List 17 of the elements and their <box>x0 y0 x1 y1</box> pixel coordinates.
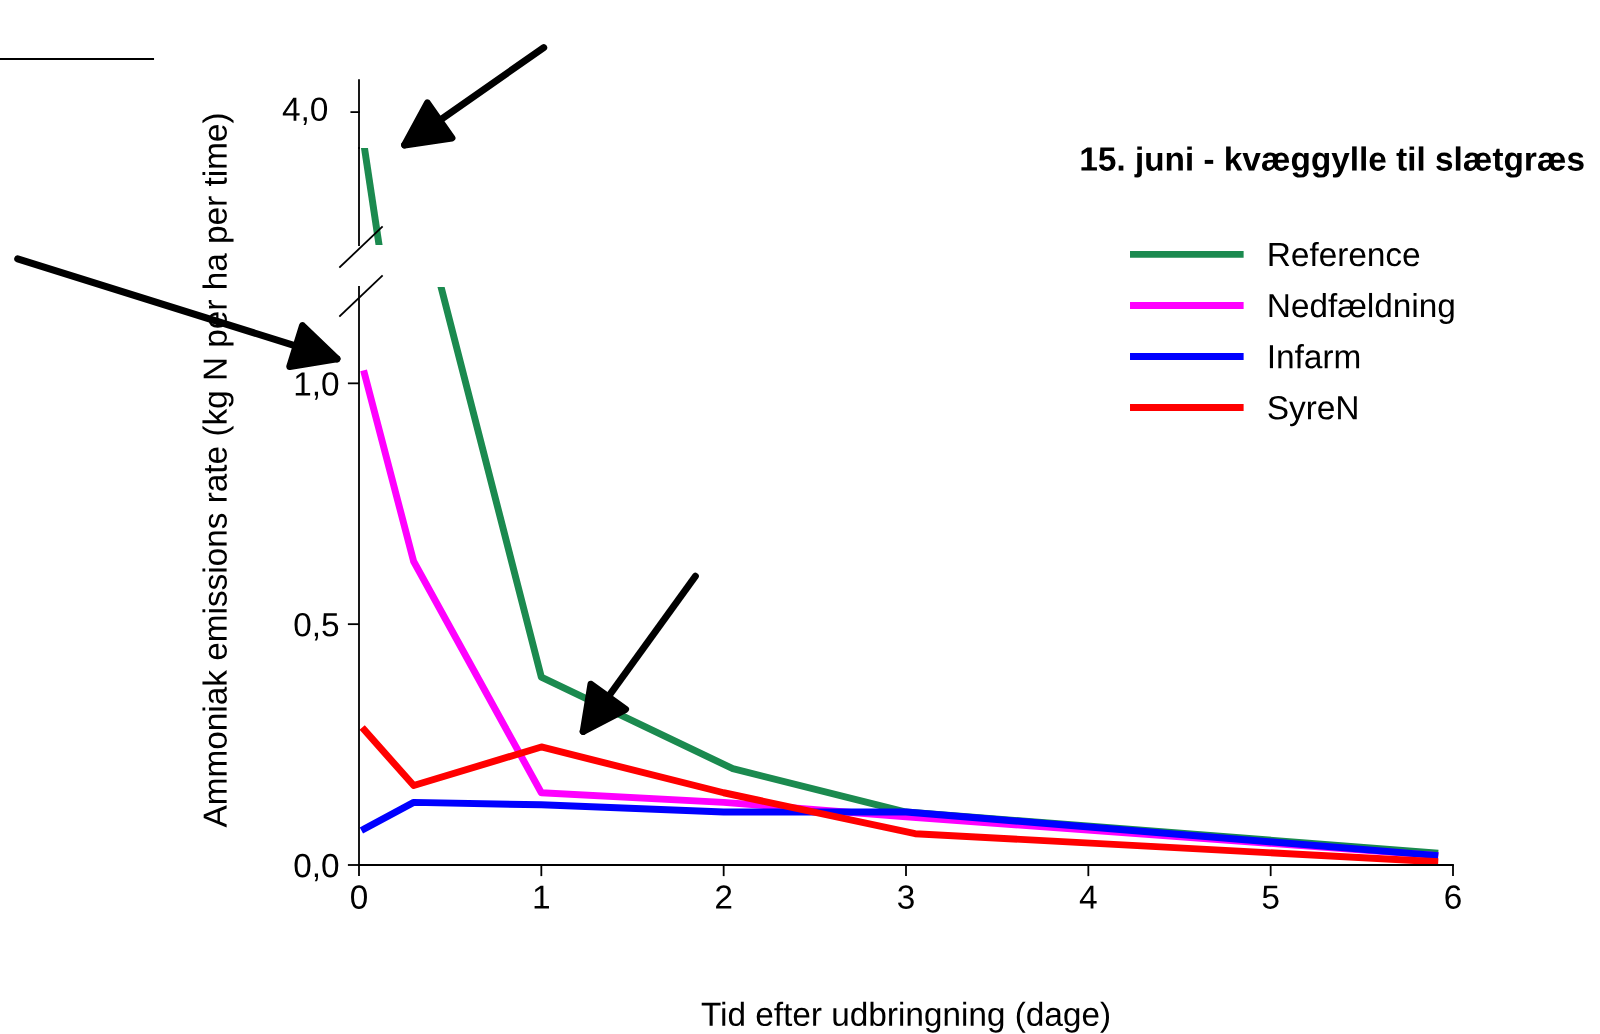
x-axis-title: Tid efter udbringning (dage) <box>701 1001 1110 1033</box>
y-tick-label: 0,0 <box>294 853 339 882</box>
chart-title: 15. juni - kvæggylle til slætgræs <box>1081 146 1584 178</box>
x-tick-label: 6 <box>1445 885 1461 909</box>
x-tick-label: 5 <box>1262 885 1279 909</box>
y-tick-label: 0,5 <box>294 612 339 641</box>
y-tick-label: 1,0 <box>295 372 339 400</box>
x-tick-label: 4 <box>1079 885 1097 909</box>
x-tick-label: 1 <box>534 885 549 909</box>
legend-label: Infarm <box>1269 344 1360 369</box>
legend-label: Nedfældning <box>1269 292 1454 325</box>
legend-label: SyreN <box>1268 395 1357 427</box>
legend-label: Reference <box>1269 241 1420 267</box>
x-tick-label: 0 <box>351 885 367 909</box>
x-tick-label: 3 <box>898 885 914 909</box>
text: 4,0 <box>282 97 328 125</box>
x-tick-label: 2 <box>716 885 732 909</box>
